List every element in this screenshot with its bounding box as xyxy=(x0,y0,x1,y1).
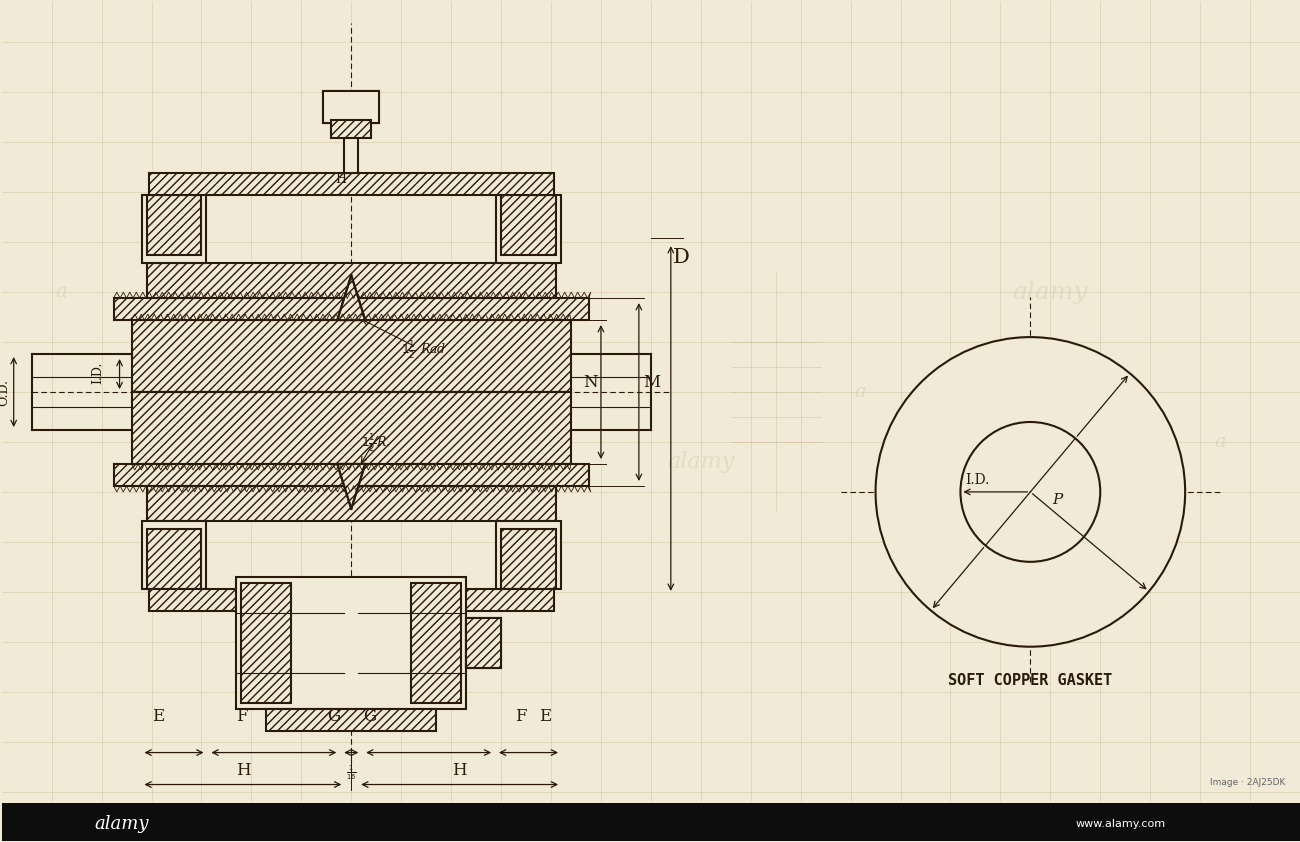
Text: A: A xyxy=(316,399,328,413)
Text: H: H xyxy=(235,761,250,779)
Text: a: a xyxy=(515,553,527,571)
Bar xyxy=(324,92,380,124)
Bar xyxy=(147,486,556,521)
Text: SOFT COPPER GASKET: SOFT COPPER GASKET xyxy=(948,673,1113,688)
Text: $1\frac{1}{2}$ Rad: $1\frac{1}{2}$ Rad xyxy=(402,339,447,361)
Polygon shape xyxy=(337,275,365,320)
Text: a: a xyxy=(855,383,866,401)
Bar xyxy=(324,675,380,707)
Bar xyxy=(324,92,380,124)
Bar xyxy=(344,610,359,675)
Polygon shape xyxy=(337,464,365,509)
Text: I.D.: I.D. xyxy=(91,362,104,384)
Bar xyxy=(142,521,207,589)
Bar xyxy=(113,464,589,486)
Bar xyxy=(332,120,372,138)
Bar xyxy=(147,195,202,255)
Bar xyxy=(324,675,380,707)
Text: alamy: alamy xyxy=(1013,280,1088,304)
Text: a: a xyxy=(1214,433,1226,451)
Bar xyxy=(131,320,571,392)
Text: a: a xyxy=(56,283,68,301)
Bar xyxy=(500,195,556,255)
Text: $1\frac{1}{2}$R.: $1\frac{1}{2}$R. xyxy=(361,433,390,455)
Bar xyxy=(497,521,562,589)
Bar xyxy=(266,709,436,731)
Text: G: G xyxy=(326,707,339,725)
Bar xyxy=(1,803,1300,841)
Circle shape xyxy=(876,337,1186,647)
Text: I.D.: I.D. xyxy=(966,473,989,487)
Bar xyxy=(467,618,500,668)
Text: alamy: alamy xyxy=(95,815,148,833)
Bar xyxy=(344,109,359,173)
Bar xyxy=(467,618,500,668)
Text: M: M xyxy=(644,374,660,391)
Text: H: H xyxy=(452,761,467,779)
Text: F: F xyxy=(235,707,247,725)
Text: N: N xyxy=(582,374,598,391)
Text: E: E xyxy=(538,707,551,725)
Bar xyxy=(411,583,462,702)
Text: $\frac{1}{16}$: $\frac{1}{16}$ xyxy=(346,765,356,782)
Bar xyxy=(148,173,554,195)
Bar xyxy=(142,195,207,264)
Bar xyxy=(500,529,556,589)
Bar xyxy=(242,583,291,702)
Text: E: E xyxy=(152,707,164,725)
Bar xyxy=(148,589,554,610)
Text: E: E xyxy=(231,397,240,410)
Bar xyxy=(497,195,562,264)
Text: alamy: alamy xyxy=(667,451,734,473)
Text: G: G xyxy=(363,707,376,725)
Circle shape xyxy=(961,422,1100,562)
Text: Image · 2AJ25DK: Image · 2AJ25DK xyxy=(1209,777,1284,786)
Text: H: H xyxy=(335,173,347,186)
Bar xyxy=(147,264,556,298)
Text: F: F xyxy=(515,707,527,725)
Text: D: D xyxy=(673,248,690,267)
Bar xyxy=(131,392,571,464)
Text: O.D.: O.D. xyxy=(0,379,10,406)
Text: alamy: alamy xyxy=(243,411,320,434)
Text: TAPER: TAPER xyxy=(1069,585,1102,594)
Text: P: P xyxy=(1052,493,1062,507)
Bar xyxy=(332,675,372,694)
Text: www.alamy.com: www.alamy.com xyxy=(1075,819,1165,829)
Bar xyxy=(147,529,202,589)
Bar xyxy=(113,298,589,320)
Bar xyxy=(237,577,467,709)
